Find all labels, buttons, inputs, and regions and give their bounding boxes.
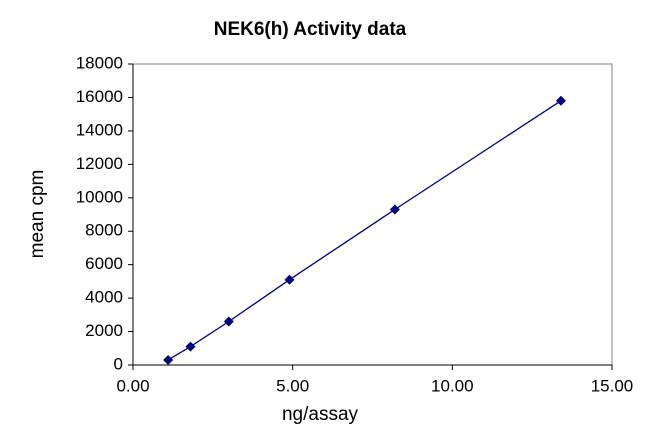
y-tick-label: 18000: [76, 53, 123, 72]
x-tick-label: 10.00: [431, 376, 474, 395]
data-point: [389, 204, 400, 215]
y-tick-label: 10000: [76, 187, 123, 206]
y-tick-label: 16000: [76, 87, 123, 106]
y-tick-label: 2000: [85, 321, 123, 340]
y-tick-label: 14000: [76, 120, 123, 139]
data-point: [163, 354, 174, 365]
y-tick-label: 6000: [85, 254, 123, 273]
x-axis-title: ng/assay: [282, 404, 359, 425]
plot-frame: [132, 63, 613, 366]
data-point: [284, 274, 295, 285]
chart-title: NEK6(h) Activity data: [214, 19, 407, 40]
y-tick-label: 8000: [85, 221, 123, 240]
data-point: [223, 316, 234, 327]
series-line: [167, 100, 562, 361]
y-tick-label: 4000: [85, 288, 123, 307]
x-tick-label: 5.00: [276, 376, 309, 395]
y-axis-title: mean cpm: [27, 170, 48, 259]
x-tick-label: 0.00: [116, 376, 149, 395]
y-tick-label: 0: [114, 354, 123, 373]
data-point: [555, 95, 566, 106]
y-tick-label: 12000: [76, 154, 123, 173]
x-tick-label: 15.00: [591, 376, 634, 395]
data-point: [185, 341, 196, 352]
